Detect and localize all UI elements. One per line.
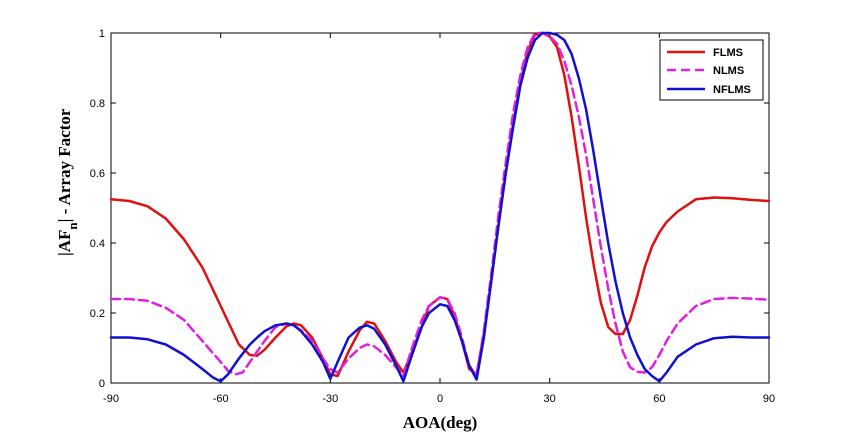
axis-ticks: -90 -60 -30 0 30 60 90 0 0.2 0.4 0.6 0.8 1 xyxy=(90,28,775,405)
y-tick-label: 1 xyxy=(99,28,105,40)
x-tick-label: 90 xyxy=(763,393,775,405)
x-tick-label: -60 xyxy=(213,393,229,405)
x-tick-label: -30 xyxy=(322,393,338,405)
y-tick-label: 0.2 xyxy=(90,308,105,320)
x-tick-label: 30 xyxy=(544,393,556,405)
y-axis-label-main: |AF xyxy=(55,230,74,256)
legend-label-nlms: NLMS xyxy=(713,65,744,77)
y-axis-label: |AFn| - Array Factor xyxy=(55,108,80,256)
y-tick-label: 0.6 xyxy=(90,168,105,180)
series-line-nlms xyxy=(109,31,771,378)
y-axis-label-rest: | - Array Factor xyxy=(55,108,74,222)
series-lines xyxy=(109,31,771,383)
series-line-flms xyxy=(109,31,771,378)
y-tick-label: 0.8 xyxy=(90,98,105,110)
y-axis-label-sub: n xyxy=(65,222,80,230)
x-axis-label: AOA(deg) xyxy=(403,413,478,432)
y-tick-label: 0.4 xyxy=(90,238,105,250)
x-tick-label: -90 xyxy=(103,393,119,405)
plot-area xyxy=(110,32,770,384)
legend-label-flms: FLMS xyxy=(713,47,743,59)
x-tick-label: 0 xyxy=(437,393,443,405)
legend: FLMS NLMS NFLMS xyxy=(659,39,764,101)
series-line-nflms xyxy=(109,31,771,383)
y-tick-label: 0 xyxy=(99,378,105,390)
x-tick-label: 60 xyxy=(653,393,665,405)
legend-label-nflms: NFLMS xyxy=(713,84,751,96)
